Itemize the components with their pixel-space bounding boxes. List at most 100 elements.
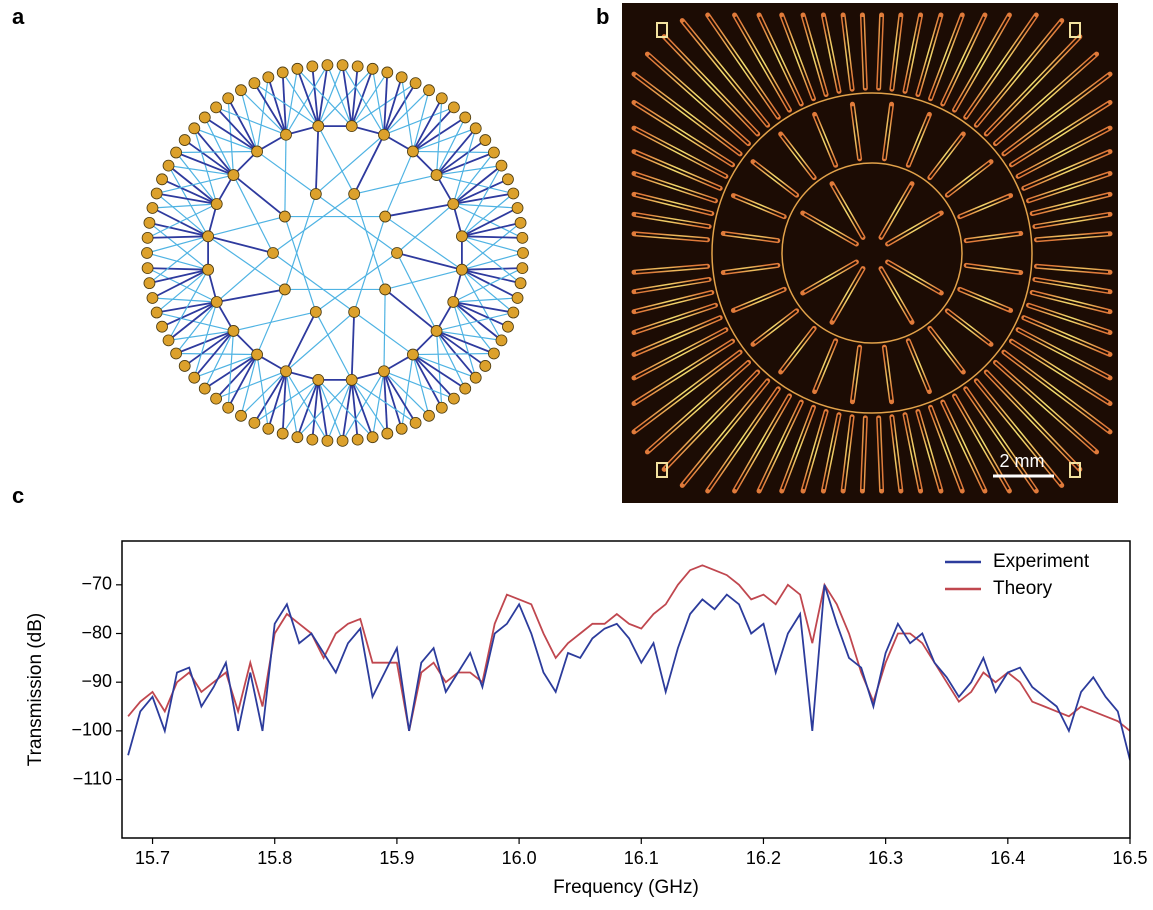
lattice-edge xyxy=(152,297,217,303)
lattice-edge xyxy=(147,267,218,303)
lattice-node xyxy=(348,188,361,200)
lattice-edge xyxy=(240,89,287,136)
lattice-edge xyxy=(372,68,385,135)
lattice-node xyxy=(280,365,292,378)
lattice-edge xyxy=(317,64,344,127)
lattice-edge xyxy=(267,370,287,430)
lattice-edge xyxy=(216,252,274,303)
lattice-edge xyxy=(285,64,328,136)
resonator-gap xyxy=(814,115,837,166)
resonator-gap xyxy=(994,54,1096,145)
resonator-gap xyxy=(1028,173,1109,202)
lattice-node xyxy=(227,325,240,337)
lattice-node xyxy=(278,283,291,296)
lattice-edge xyxy=(372,371,385,438)
resonator-gap xyxy=(1034,278,1109,293)
lattice-node xyxy=(210,198,223,210)
lattice-edge xyxy=(284,193,317,290)
lattice-edge xyxy=(350,379,374,438)
lattice-node xyxy=(170,347,183,360)
y-tick-label: −110 xyxy=(73,768,112,788)
lattice-edge xyxy=(353,193,386,290)
lattice-node xyxy=(495,334,508,347)
lattice-node xyxy=(447,392,460,405)
legend-label: Theory xyxy=(993,578,1053,599)
lattice-edge xyxy=(207,235,286,290)
lattice-node xyxy=(278,210,291,223)
lattice-node xyxy=(345,374,358,386)
lattice-edge xyxy=(412,90,430,152)
x-tick-label: 16.5 xyxy=(1112,848,1147,868)
resonator-gap xyxy=(822,16,840,92)
lattice-node xyxy=(291,431,304,444)
lattice-edge xyxy=(412,150,494,154)
lattice-edge xyxy=(461,222,521,271)
port xyxy=(1069,462,1081,478)
lattice-edge xyxy=(383,370,417,424)
lattice-node xyxy=(141,247,153,259)
resonator-gap xyxy=(634,74,741,155)
lattice-edge xyxy=(176,150,258,154)
lattice-edge xyxy=(351,379,388,434)
y-tick-label: −100 xyxy=(71,720,112,740)
resonator-gap xyxy=(634,351,741,432)
lattice-edge xyxy=(317,68,374,127)
lattice-edge xyxy=(175,301,218,354)
lattice-edge xyxy=(207,235,274,254)
lattice-node xyxy=(517,247,529,259)
lattice-edge xyxy=(168,165,234,176)
lattice-edge xyxy=(461,268,521,285)
lattice-edge xyxy=(412,127,476,153)
resonator-gap xyxy=(907,340,930,391)
y-tick-label: −70 xyxy=(81,574,112,594)
lattice-edge xyxy=(436,165,502,176)
lattice-edge xyxy=(453,301,514,314)
lattice-node xyxy=(262,71,275,84)
lattice-node xyxy=(202,230,214,243)
lattice-edge xyxy=(253,82,287,136)
lattice-node xyxy=(487,347,500,360)
resonator-gap xyxy=(781,406,815,490)
resonator-gap xyxy=(802,411,828,490)
lattice-node xyxy=(447,198,460,210)
lattice-edge xyxy=(452,267,523,303)
lattice-node xyxy=(366,62,379,75)
lattice-edge xyxy=(461,221,521,238)
resonator-gap xyxy=(635,328,727,378)
lattice-edge xyxy=(383,289,386,372)
lattice-edge xyxy=(412,352,494,356)
lattice-edge xyxy=(412,353,466,390)
lattice-edge xyxy=(412,354,443,409)
lattice-node xyxy=(407,348,419,361)
lattice-edge xyxy=(281,371,287,434)
resonator-gap xyxy=(682,380,769,485)
lattice-node xyxy=(170,146,183,159)
lattice-edge xyxy=(296,379,353,438)
lattice-edge xyxy=(383,370,430,417)
lattice-edge xyxy=(256,150,317,195)
lattice-edge xyxy=(452,178,509,205)
resonator-gap xyxy=(877,417,883,490)
lattice-edge xyxy=(204,117,234,176)
resonator-gap xyxy=(708,16,780,118)
resonator-gap xyxy=(966,232,1019,242)
lattice-edge xyxy=(175,152,218,205)
lattice-edge xyxy=(436,174,514,195)
lattice-edge xyxy=(383,82,417,136)
legend-label: Experiment xyxy=(993,551,1090,572)
resonator-gap xyxy=(916,411,942,490)
resonator-gap xyxy=(883,106,893,159)
lattice-node xyxy=(141,231,154,244)
lattice-edge xyxy=(227,97,258,152)
lattice-node xyxy=(210,296,223,308)
lattice-edge xyxy=(412,353,455,400)
lattice-node xyxy=(379,210,392,223)
lattice-edge xyxy=(311,379,320,440)
lattice-edge xyxy=(176,352,258,356)
lattice-node xyxy=(251,145,263,158)
lattice-node xyxy=(514,277,527,290)
lattice-edge xyxy=(168,269,209,341)
resonator-gap xyxy=(664,371,759,469)
lattice-edge xyxy=(227,330,235,408)
